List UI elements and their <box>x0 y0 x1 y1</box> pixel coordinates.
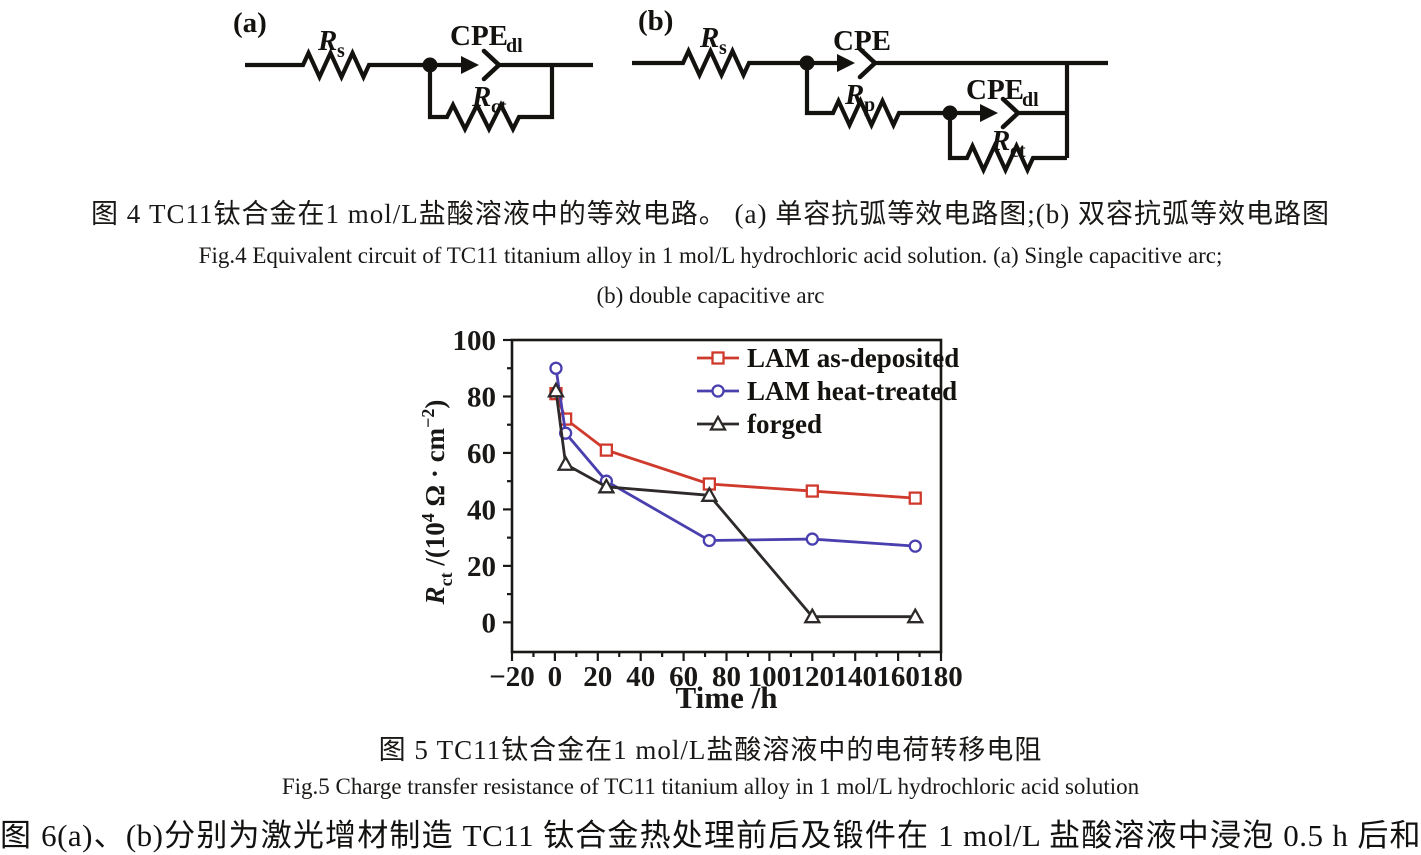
data-point-marker <box>805 484 819 498</box>
legend-label: LAM as-deposited <box>747 343 959 373</box>
cpe-dl-sub: dl <box>506 35 523 57</box>
y-tick-label: 60 <box>467 438 496 470</box>
cpe-dl-arrowhead-icon <box>461 56 479 74</box>
wire-a-rct-branch <box>427 65 555 134</box>
y-tick-label: 40 <box>467 494 496 526</box>
resistor-rct-label-b: R <box>990 125 1010 157</box>
x-tick-label: 80 <box>712 661 741 693</box>
resistor-rs-sub-b: s <box>719 37 727 59</box>
y-axis-title: Rct /(104 Ω · cm−2) <box>418 400 456 606</box>
wire-b-rp-branch <box>804 63 944 131</box>
data-point-marker <box>549 361 563 375</box>
y-tick-label: 100 <box>453 326 497 357</box>
x-tick-label: 140 <box>833 661 877 693</box>
x-tick-label: 40 <box>626 661 655 693</box>
resistor-rct-sub-b: ct <box>1010 140 1026 162</box>
resistor-rct-label: R <box>471 81 491 113</box>
legend-marker-icon <box>711 351 725 365</box>
figure4-caption-en-line1: Fig.4 Equivalent circuit of TC11 titaniu… <box>198 243 1223 268</box>
cpe-dl-b-arrowhead-icon <box>980 104 998 122</box>
x-tick-label: 60 <box>669 661 698 693</box>
x-tick-label: 180 <box>919 661 963 693</box>
figure4-caption-zh: 图 4 TC11钛合金在1 mol/L盐酸溶液中的等效电路。 (a) 单容抗弧等… <box>91 199 1330 229</box>
data-point-marker <box>700 485 719 502</box>
body-paragraph-line: 图 6(a)、(b)分别为激光增材制造 TC11 钛合金热处理前后及锻件在 1 … <box>0 818 1421 853</box>
data-point-marker <box>599 443 614 457</box>
legend-marker-icon <box>711 384 725 398</box>
series-lam-heat-treated <box>549 361 922 553</box>
x-tick-label: 20 <box>583 661 612 693</box>
legend-item-lam-as-deposited: LAM as-deposited <box>697 343 959 373</box>
legend-item-forged: forged <box>697 409 822 439</box>
circuit-a: (a) R s CPE dl R ct <box>233 7 593 134</box>
resistor-rs-sub: s <box>337 40 345 62</box>
data-point-marker <box>556 454 575 471</box>
data-point-marker <box>547 381 565 398</box>
resistor-rp-label: R <box>844 79 864 111</box>
resistor-rp-sub: p <box>864 94 875 116</box>
figure4-circuit-diagrams: (a) R s CPE dl R ct (b) R s <box>233 5 1108 176</box>
data-point-marker <box>908 539 922 553</box>
x-tick-label: 100 <box>748 661 792 693</box>
legend-marker-icon <box>709 414 727 431</box>
data-point-marker <box>702 533 716 548</box>
data-point-marker <box>908 491 922 505</box>
figure5-chart: −20 0 20 40 60 80 100 120 140 160 180 0 20 40 60 80 100 T… <box>400 325 980 718</box>
data-point-marker <box>597 477 616 494</box>
resistor-rct-sub: ct <box>491 96 507 118</box>
series-line <box>554 390 916 619</box>
figure4-caption-en-line2: (b) double capacitive arc <box>596 283 825 308</box>
legend-label: LAM heat-treated <box>747 376 957 406</box>
series-line <box>554 368 916 548</box>
cpe-label: CPE <box>833 25 891 57</box>
rct-vs-time-plot: −20 0 20 40 60 80 100 120 140 160 180020406080100T… <box>418 325 963 715</box>
x-tick-label: −20 <box>489 661 535 693</box>
x-tick-label: 0 <box>548 661 563 693</box>
wire-b-rct-branch <box>947 113 1067 176</box>
resistor-rs-label-b: R <box>699 22 719 54</box>
y-tick-label: 20 <box>467 551 496 583</box>
wire-b-main-left <box>632 45 801 81</box>
cpe-dl-b-sub: dl <box>1022 89 1039 111</box>
cpe-arrowhead-icon <box>837 54 855 72</box>
resistor-rs-label: R <box>317 25 337 57</box>
x-tick-label: 160 <box>876 661 920 693</box>
circuit-b: (b) R s CPE R p CPE dl <box>632 5 1108 176</box>
y-tick-label: 0 <box>482 607 497 639</box>
panel-a-tag: (a) <box>233 7 267 39</box>
cpe-dl-chevron-icon <box>481 48 502 82</box>
x-tick-label: 120 <box>791 661 835 693</box>
figure5-caption-en: Fig.5 Charge transfer resistance of TC11… <box>281 774 1140 799</box>
series-forged <box>547 381 925 624</box>
cpe-dl-b-label: CPE <box>966 74 1024 106</box>
figure5-caption-zh: 图 5 TC11钛合金在1 mol/L盐酸溶液中的电荷转移电阻 <box>378 735 1043 765</box>
cpe-dl-label: CPE <box>450 20 508 52</box>
data-point-marker <box>803 607 822 624</box>
data-point-marker <box>906 607 925 624</box>
legend-item-lam-heat-treated: LAM heat-treated <box>697 376 957 406</box>
legend-label: forged <box>747 409 822 439</box>
y-tick-label: 80 <box>467 381 496 413</box>
x-axis-title: Time /h <box>676 680 778 715</box>
wire-a-main-left <box>245 47 424 83</box>
panel-b-tag: (b) <box>638 5 673 37</box>
data-point-marker <box>805 532 819 546</box>
